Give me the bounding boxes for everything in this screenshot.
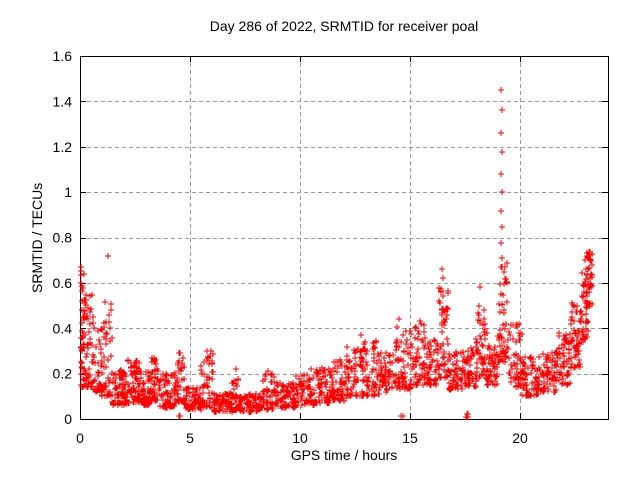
x-axis-label: GPS time / hours <box>290 447 398 463</box>
y-tick-label: 0 <box>64 411 72 427</box>
x-tick-label: 10 <box>292 430 308 446</box>
y-tick-label: 0.2 <box>53 366 73 382</box>
x-tick-label: 15 <box>402 430 418 446</box>
x-tick-label: 20 <box>512 430 528 446</box>
y-tick-label: 0.4 <box>53 320 73 336</box>
chart-title: Day 286 of 2022, SRMTID for receiver poa… <box>209 18 479 34</box>
scatter-points <box>78 87 595 420</box>
gridlines <box>80 56 608 419</box>
y-tick-label: 1.6 <box>53 48 73 64</box>
y-tick-label: 1 <box>64 184 72 200</box>
y-tick-label: 0.6 <box>53 275 73 291</box>
y-tick-label: 1.2 <box>53 139 73 155</box>
y-tick-label: 1.4 <box>53 93 73 109</box>
y-tick-label: 0.8 <box>53 230 73 246</box>
x-tick-label: 5 <box>186 430 194 446</box>
x-tick-label: 0 <box>76 430 84 446</box>
tick-marks <box>80 56 608 420</box>
